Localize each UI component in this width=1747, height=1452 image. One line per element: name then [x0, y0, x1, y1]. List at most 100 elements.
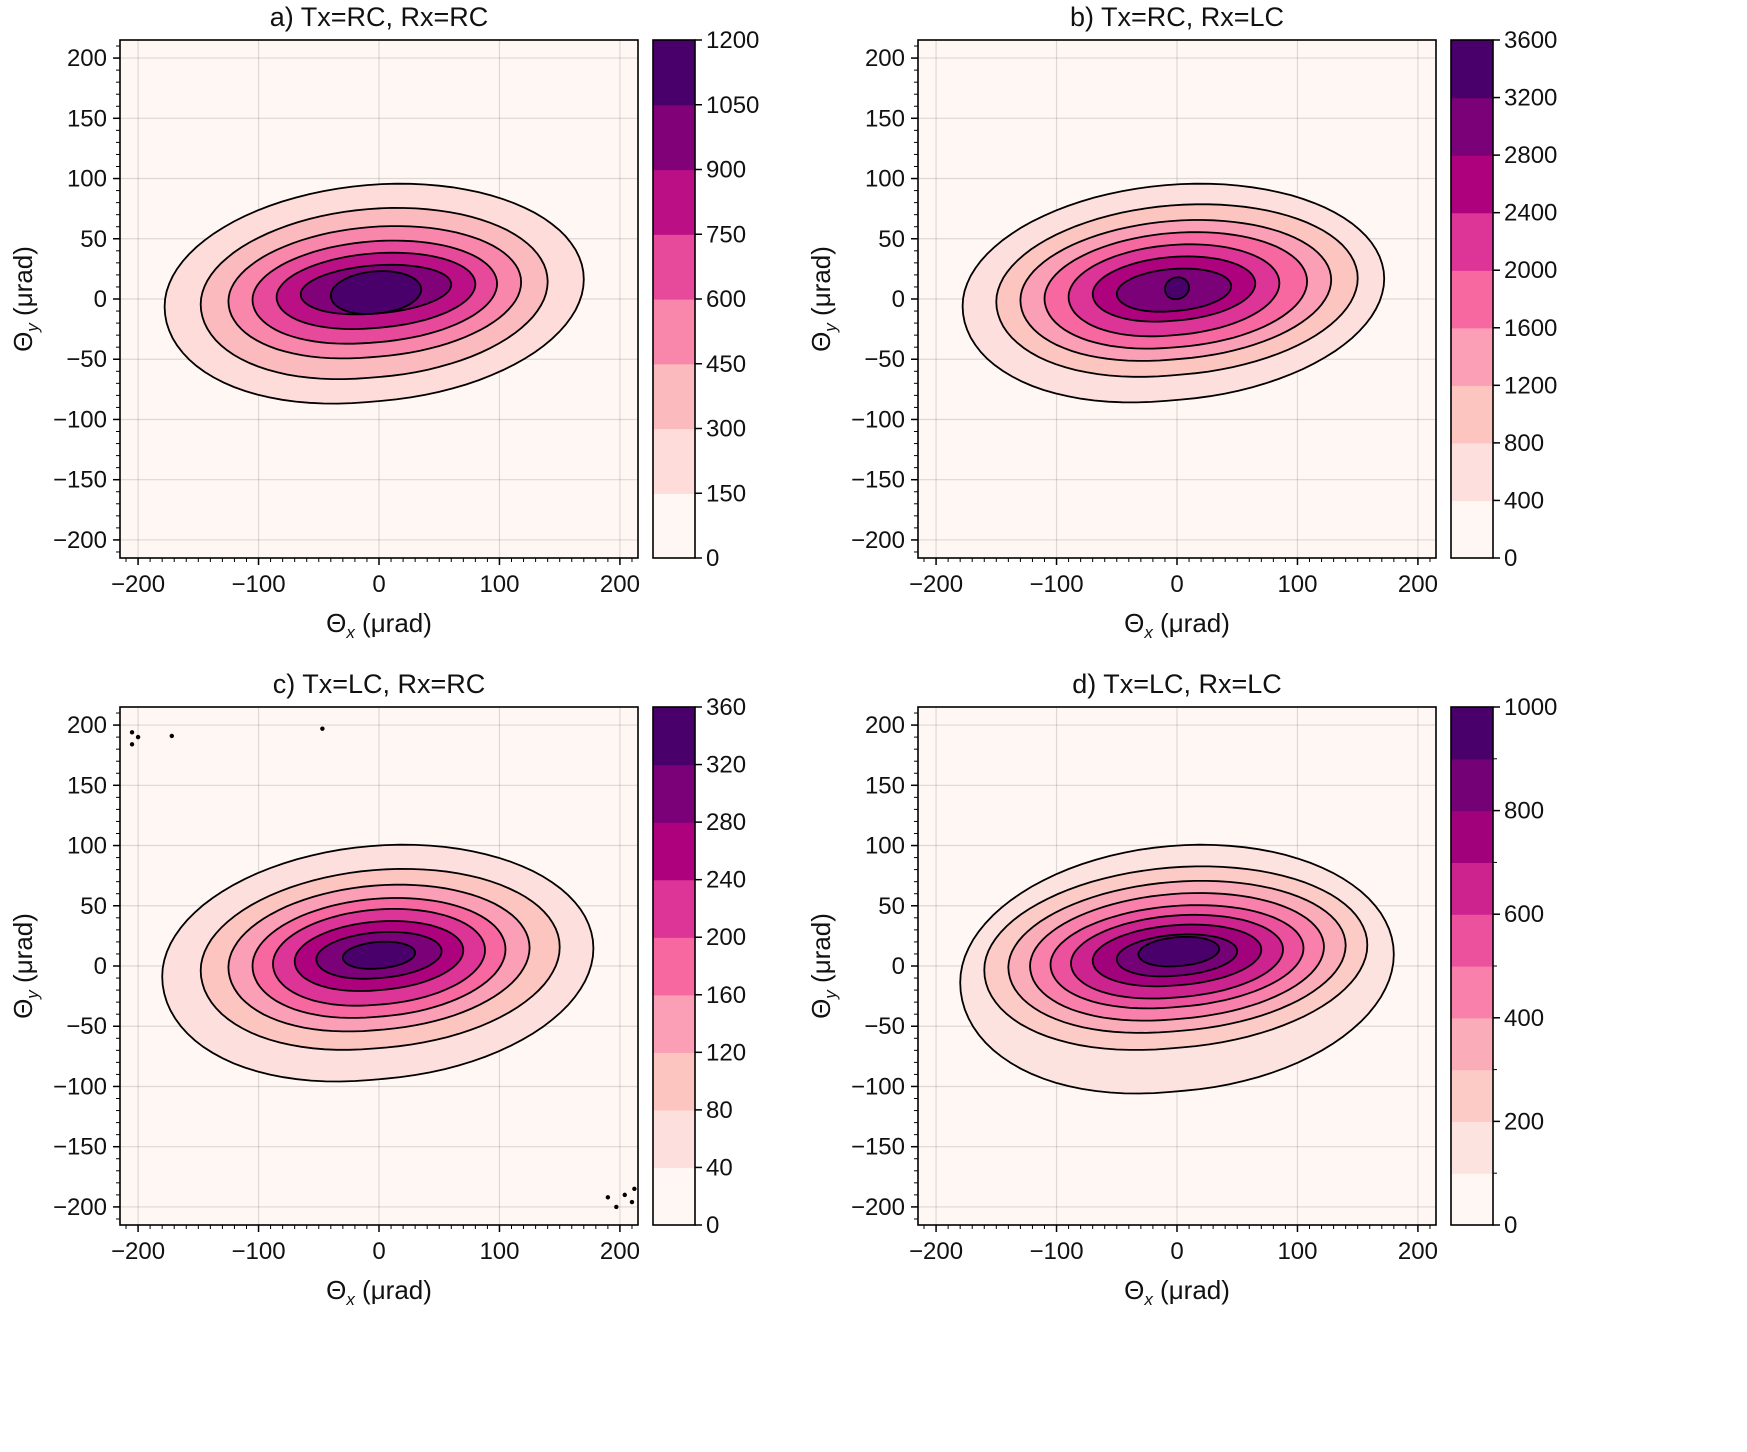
colorbar-tick-label: 80 [706, 1097, 733, 1124]
colorbar-band [653, 104, 695, 171]
y-axis-symbol: Θ [806, 332, 836, 352]
colorbar-band [1451, 914, 1493, 967]
y-tick-label: −200 [53, 527, 107, 554]
y-tick-label: 0 [892, 286, 905, 313]
panel-d: −200 −100 0 100 200 −200 −150 −100 −50 0 50 100 150 2… [806, 669, 1557, 1309]
colorbar-tick-label: 800 [1504, 798, 1544, 825]
x-axis-subscript: x [345, 623, 355, 642]
colorbar-tick-label: 600 [1504, 901, 1544, 928]
noise-speck [629, 1199, 635, 1205]
x-tick-label: −200 [111, 571, 165, 598]
colorbar-tick-label: 2400 [1504, 200, 1557, 227]
colorbar-band [653, 1052, 695, 1111]
x-axis-label: Θx (μrad) [1124, 608, 1230, 642]
noise-speck [129, 742, 135, 747]
colorbar-tick-label: 150 [706, 480, 746, 507]
colorbar-band [653, 1109, 695, 1169]
y-axis-label: Θy (μrad) [8, 913, 42, 1019]
colorbar-band [1451, 1017, 1493, 1071]
plot-area [918, 707, 1436, 1225]
panel-title: c) Tx=LC, Rx=RC [273, 669, 486, 699]
y-tick-label: −200 [851, 1194, 905, 1221]
panel-a: −200 −100 0 100 200 −200 −150 −100 −50 0 50 100 150 2… [8, 2, 759, 642]
colorbar-band [1451, 1173, 1493, 1226]
y-tick-label: −100 [53, 1073, 107, 1100]
y-tick-label: 200 [865, 712, 905, 739]
y-axis-unit: (μrad) [8, 913, 38, 990]
colorbar-tick-label: 240 [706, 867, 746, 894]
colorbar-tick-label: 200 [1504, 1108, 1544, 1135]
colorbar-band [1451, 97, 1493, 156]
x-axis-unit: (μrad) [1153, 1275, 1230, 1305]
colorbar-band [1451, 966, 1493, 1019]
y-tick-label: 150 [865, 105, 905, 132]
colorbar-band [1451, 155, 1493, 214]
colorbar-band [1451, 862, 1493, 915]
colorbar-band [653, 493, 695, 559]
colorbar-band [653, 1167, 695, 1226]
x-tick-label: 200 [1398, 1238, 1438, 1265]
x-tick-label: −100 [1030, 571, 1084, 598]
noise-speck [605, 1195, 611, 1200]
colorbar: 0 400 800 1200 1600 2000 2400 2800 3200 3600 [1450, 27, 1557, 572]
y-tick-label: 200 [67, 45, 107, 72]
noise-speck [135, 734, 141, 740]
x-axis-label: Θx (μrad) [326, 608, 432, 642]
y-tick-label: 50 [878, 893, 905, 920]
x-tick-label: 200 [600, 1238, 640, 1265]
colorbar-band [1451, 758, 1493, 812]
y-axis-symbol: Θ [8, 999, 38, 1019]
colorbar-tick-label: 1000 [1504, 694, 1557, 721]
y-tick-label: 50 [878, 226, 905, 253]
x-axis-unit: (μrad) [355, 1275, 432, 1305]
panel-c: −200 −100 0 100 200 −200 −150 −100 −50 0 50 100 150 2… [8, 669, 746, 1309]
colorbar-tick-label: 900 [706, 157, 746, 184]
colorbar-frame [1450, 39, 1494, 559]
y-tick-label: −150 [851, 467, 905, 494]
x-tick-label: −100 [1030, 1238, 1084, 1265]
colorbar-tick-label: 800 [1504, 430, 1544, 457]
colorbar-tick-label: 3600 [1504, 27, 1557, 54]
x-axis-symbol: Θ [1124, 608, 1144, 638]
x-tick-label: 100 [479, 571, 519, 598]
colorbar-band [653, 428, 695, 494]
x-tick-label: 0 [1170, 1238, 1183, 1265]
colorbar-tick-label: 0 [706, 545, 719, 572]
noise-speck [129, 730, 135, 735]
colorbar-tick-label: 320 [706, 752, 746, 779]
y-tick-label: −150 [53, 1134, 107, 1161]
contour-level [342, 940, 416, 970]
y-tick-label: 0 [94, 953, 107, 980]
colorbar-band [1451, 500, 1493, 559]
x-axis-label: Θx (μrad) [1124, 1275, 1230, 1309]
x-tick-label: −200 [909, 571, 963, 598]
plot-area [120, 707, 638, 1225]
colorbar-tick-label: 1600 [1504, 315, 1557, 342]
y-axis-subscript: y [821, 322, 840, 333]
y-tick-label: −150 [53, 467, 107, 494]
y-tick-label: 200 [865, 45, 905, 72]
colorbar-tick-label: 600 [706, 286, 746, 313]
colorbar-band [1451, 212, 1493, 271]
y-tick-label: 50 [80, 226, 107, 253]
colorbar-band [653, 363, 695, 430]
y-tick-label: −200 [851, 527, 905, 554]
colorbar-tick-label: 0 [706, 1212, 719, 1239]
x-axis-symbol: Θ [326, 608, 346, 638]
y-axis-subscript: y [23, 989, 42, 1000]
colorbar-tick-label: 3200 [1504, 85, 1557, 112]
panel-title: a) Tx=RC, Rx=RC [270, 2, 489, 32]
colorbar-band [1451, 1121, 1493, 1174]
y-tick-label: −100 [851, 406, 905, 433]
colorbar-band [653, 994, 695, 1053]
y-axis-subscript: y [821, 989, 840, 1000]
colorbar-band [653, 299, 695, 365]
x-tick-label: 0 [372, 1238, 385, 1265]
colorbar-tick-label: 40 [706, 1154, 733, 1181]
colorbar: 0 200 400 600 800 1000 [1450, 694, 1557, 1239]
y-axis-label: Θy (μrad) [806, 913, 840, 1019]
colorbar-tick-label: 120 [706, 1039, 746, 1066]
y-axis-unit: (μrad) [8, 246, 38, 323]
noise-speck [169, 733, 174, 739]
